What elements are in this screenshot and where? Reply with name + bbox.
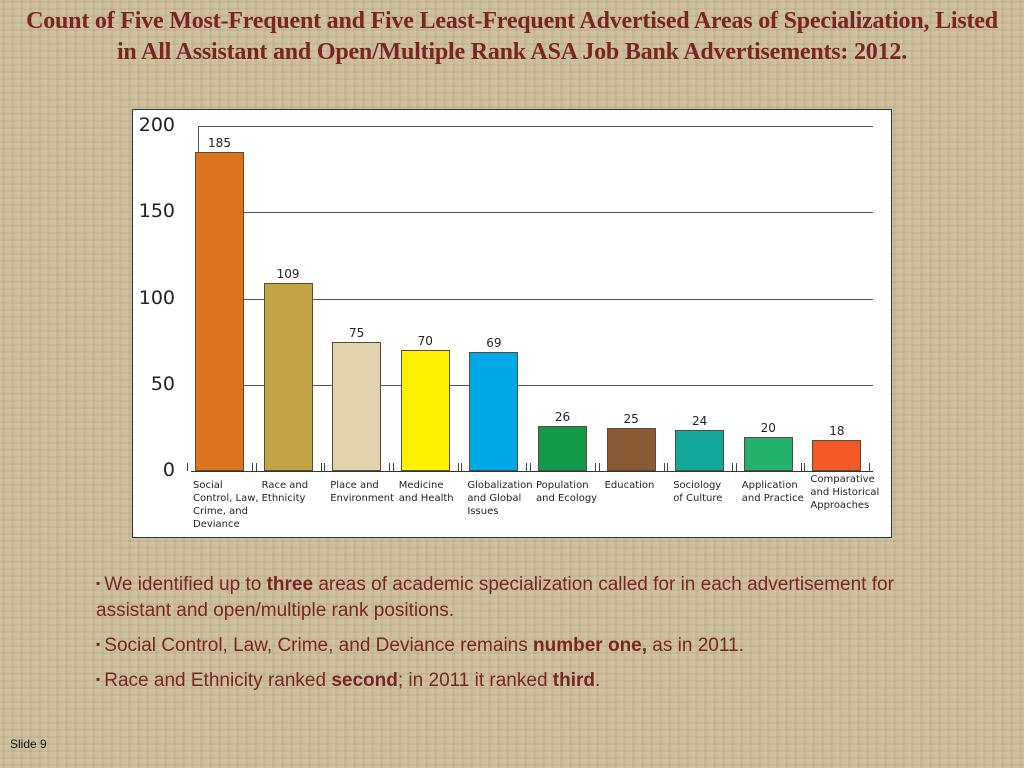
- x-tick-mark: [320, 463, 322, 471]
- bar: [538, 426, 587, 471]
- x-tick-mark: [255, 463, 257, 471]
- x-tick-mark: [389, 463, 391, 471]
- bar: [743, 436, 793, 471]
- category-label: Medicine and Health: [398, 480, 454, 504]
- bar-value-label: 185: [208, 135, 231, 150]
- bar: [469, 351, 519, 471]
- y-tick-label: 0: [162, 459, 175, 481]
- category-label: Race and Ethnicity: [261, 480, 309, 504]
- bullet-item: ▪ Race and Ethnicity ranked second; in 20…: [96, 670, 601, 691]
- x-tick-mark: [187, 463, 188, 471]
- bar-value-label: 75: [349, 325, 365, 340]
- x-tick-mark: [526, 463, 528, 471]
- bar: [606, 427, 656, 471]
- bar-value-label: 20: [760, 420, 776, 435]
- gridline: [198, 298, 873, 300]
- bar-value-label: 18: [829, 423, 845, 438]
- x-tick-mark: [252, 463, 253, 471]
- x-tick-mark: [530, 463, 531, 471]
- x-tick-mark: [324, 463, 326, 471]
- gridline: [198, 212, 873, 214]
- x-tick-mark: [663, 463, 665, 471]
- x-axis-line: [191, 471, 873, 472]
- x-tick-mark: [457, 463, 459, 471]
- x-tick-mark: [595, 463, 596, 471]
- bar-value-label: 24: [692, 413, 708, 428]
- bar-value-label: 25: [623, 411, 639, 426]
- bar-value-label: 70: [417, 334, 433, 349]
- x-tick-mark: [735, 463, 737, 471]
- gridline: [198, 126, 873, 127]
- bar: [263, 282, 313, 471]
- category-label: Population and Ecology: [536, 480, 598, 504]
- bar-value-label: 69: [486, 335, 502, 350]
- x-tick-mark: [598, 463, 600, 471]
- category-label: Application and Practice: [741, 480, 804, 504]
- slide-title: Count of Five Most-Frequent and Five Lea…: [26, 8, 998, 65]
- x-tick-mark: [667, 463, 669, 471]
- bar: [332, 341, 382, 471]
- slide-number: Slide 9: [10, 737, 47, 751]
- bullet-item: ▪ We identified up to three areas of acad…: [96, 574, 894, 621]
- category-label: Globalization and Global Issues: [467, 480, 533, 517]
- category-label: Social Control, Law, Crime, and Deviance: [193, 480, 259, 530]
- category-label: Education: [604, 480, 655, 491]
- x-tick-mark: [800, 463, 802, 471]
- y-tick-label: 150: [138, 200, 175, 223]
- category-label: Sociology of Culture: [673, 480, 723, 504]
- y-tick-label: 100: [138, 286, 175, 309]
- y-tick-label: 50: [150, 372, 175, 395]
- bar: [812, 439, 862, 471]
- x-tick-mark: [804, 463, 806, 471]
- y-tick-label: 200: [138, 114, 175, 136]
- bullet-marker-icon: ▪: [96, 637, 101, 651]
- x-tick-mark: [732, 463, 734, 471]
- category-label: Comparative and Historical Approaches: [810, 474, 880, 511]
- category-label: Place and Environment: [330, 480, 395, 504]
- bar: [195, 151, 244, 471]
- bar: [400, 350, 450, 471]
- bullet-marker-icon: ▪: [96, 576, 101, 590]
- bullet-item: ▪ Social Control, Law, Crime, and Devianc…: [96, 635, 744, 656]
- bar-value-label: 26: [554, 410, 571, 425]
- bullet-marker-icon: ▪: [96, 672, 101, 686]
- bar-chart: 0 50 100 150 200 185 Social Control, Law, Crime,…: [132, 109, 892, 538]
- bullet-list: ▪ We identified up to three areas of acad…: [96, 570, 896, 701]
- x-tick-mark: [392, 463, 394, 471]
- x-tick-mark: [869, 463, 871, 471]
- x-tick-mark: [461, 463, 463, 471]
- bar: [675, 429, 725, 471]
- bar-value-label: 109: [276, 266, 300, 281]
- gridline: [198, 384, 873, 386]
